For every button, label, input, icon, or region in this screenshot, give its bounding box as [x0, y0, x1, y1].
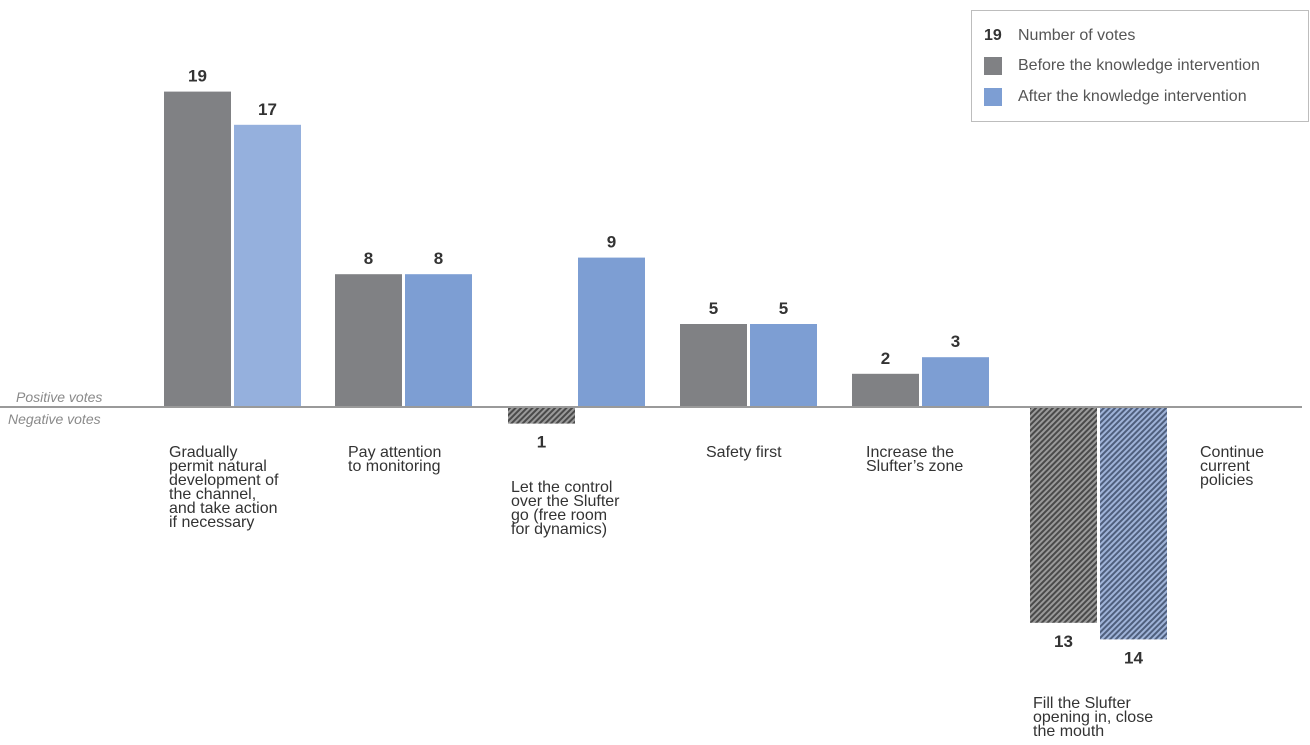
- value-label-before-4: 2: [881, 349, 890, 368]
- value-label-before-1: 8: [364, 249, 373, 268]
- legend-row-after: After the knowledge intervention: [984, 88, 1247, 106]
- value-label-after-3: 5: [779, 299, 788, 318]
- value-label-after-1: 8: [434, 249, 443, 268]
- value-label-after-4: 3: [951, 332, 960, 351]
- legend-number-sample: 19: [984, 27, 1002, 44]
- bar-after-0: [234, 124, 301, 408]
- bar-after-4: [922, 357, 989, 407]
- legend-swatch-after: [984, 88, 1002, 106]
- category-label-3: Safety first: [706, 444, 782, 461]
- positive-votes-label: Positive votes: [16, 389, 103, 405]
- legend-after-label: After the knowledge intervention: [1018, 88, 1247, 105]
- value-label-after-2: 9: [607, 233, 616, 252]
- category-label-4: Increase the Slufter’s zone: [866, 444, 964, 475]
- bar-after-5: [1100, 407, 1167, 640]
- legend-row-number: 19 Number of votes: [984, 27, 1135, 45]
- legend-swatch-before: [984, 57, 1002, 75]
- legend-before-label: Before the knowledge intervention: [1018, 57, 1260, 74]
- bar-before-3: [680, 324, 747, 407]
- bars-group: [164, 91, 1167, 640]
- legend-row-before: Before the knowledge intervention: [984, 57, 1260, 75]
- value-label-after-5: 14: [1124, 648, 1143, 667]
- category-label-0: Gradually permit natural development of …: [169, 444, 279, 531]
- legend: 19 Number of votes Before the knowledge …: [971, 10, 1309, 122]
- value-label-before-0: 19: [188, 67, 207, 86]
- value-label-before-2: 1: [537, 433, 546, 452]
- value-label-before-3: 5: [709, 299, 718, 318]
- bar-before-0: [164, 91, 231, 407]
- bar-before-1: [335, 274, 402, 407]
- bar-before-5: [1030, 407, 1097, 623]
- category-label-1: Pay attention to monitoring: [348, 444, 442, 475]
- category-label-2: Let the control over the Slufter go (fre…: [511, 479, 620, 538]
- value-label-after-0: 17: [258, 100, 277, 119]
- bar-after-1: [405, 274, 472, 407]
- legend-number-label: Number of votes: [1018, 27, 1136, 44]
- category-label-5: Fill the Slufter opening in, close the m…: [1033, 695, 1154, 740]
- bar-before-2: [508, 407, 575, 424]
- category-label-6: Continue current policies: [1200, 444, 1265, 489]
- negative-votes-label: Negative votes: [8, 411, 101, 427]
- bar-after-3: [750, 324, 817, 407]
- value-label-before-5: 13: [1054, 632, 1073, 651]
- bar-after-2: [578, 257, 645, 407]
- bar-before-4: [852, 373, 919, 407]
